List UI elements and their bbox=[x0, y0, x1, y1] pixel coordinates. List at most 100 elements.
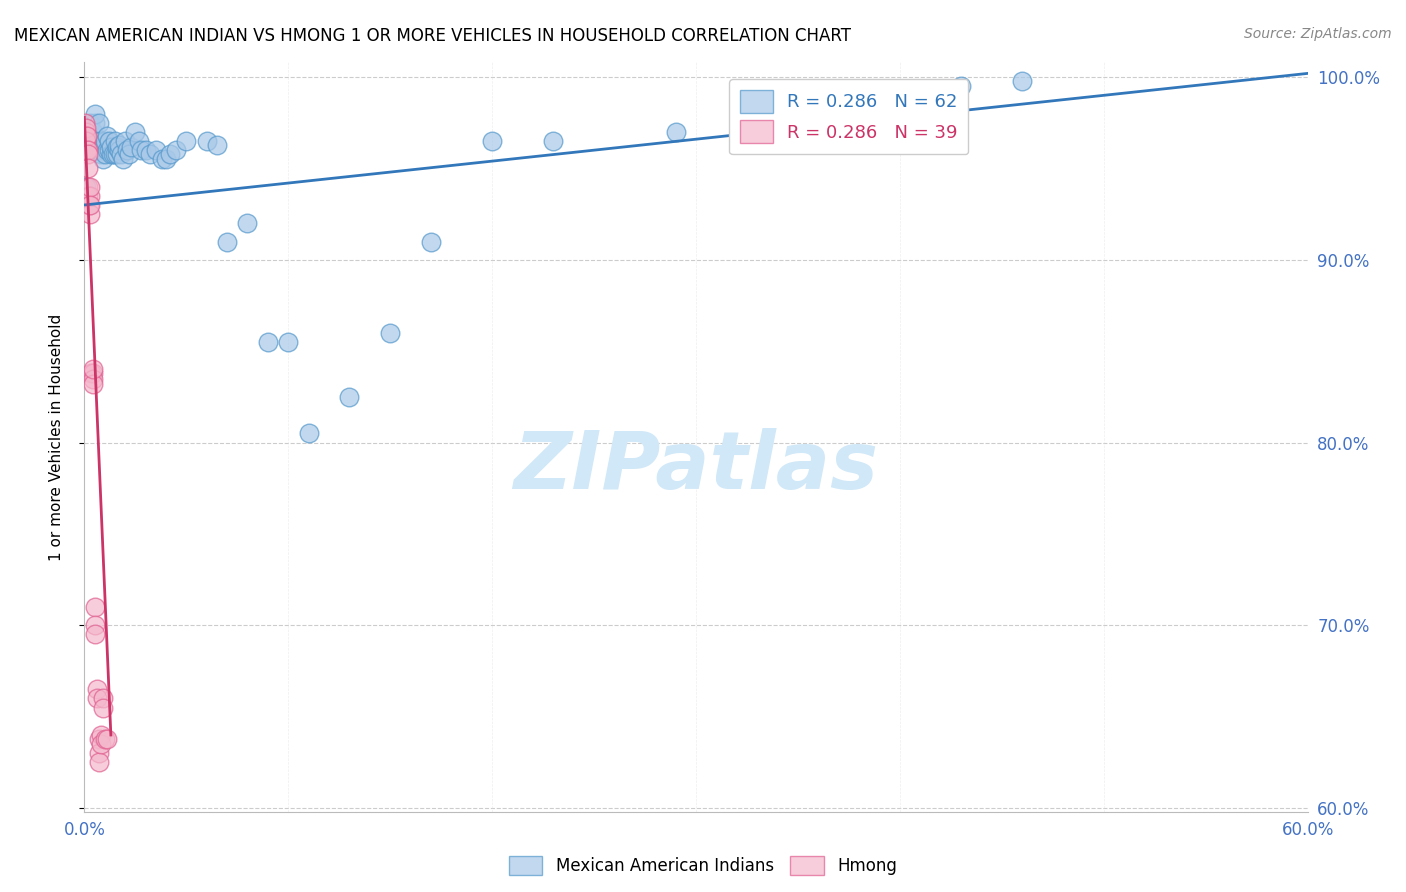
Point bbox=[138, 146, 160, 161]
Point bbox=[277, 334, 299, 349]
Point bbox=[100, 139, 122, 153]
Point bbox=[155, 153, 177, 167]
Point bbox=[105, 139, 128, 153]
Point bbox=[118, 146, 141, 161]
Point bbox=[90, 737, 112, 751]
Point bbox=[950, 79, 973, 94]
Point bbox=[83, 600, 105, 615]
Point bbox=[82, 125, 104, 139]
Point bbox=[145, 143, 167, 157]
Point bbox=[93, 731, 117, 746]
Point bbox=[77, 146, 100, 161]
Point bbox=[114, 134, 136, 148]
Point bbox=[380, 326, 402, 340]
Point bbox=[481, 134, 503, 148]
Point bbox=[97, 134, 120, 148]
Point bbox=[105, 146, 128, 161]
Point bbox=[79, 198, 101, 212]
Point bbox=[420, 235, 443, 249]
Point bbox=[91, 153, 114, 167]
Point bbox=[176, 134, 198, 148]
Point bbox=[1011, 73, 1033, 87]
Point bbox=[79, 207, 101, 221]
Point bbox=[82, 371, 104, 385]
Point bbox=[339, 390, 361, 404]
Text: MEXICAN AMERICAN INDIAN VS HMONG 1 OR MORE VEHICLES IN HOUSEHOLD CORRELATION CHA: MEXICAN AMERICAN INDIAN VS HMONG 1 OR MO… bbox=[14, 27, 851, 45]
Point bbox=[76, 128, 98, 143]
Point bbox=[82, 366, 104, 380]
Point bbox=[86, 691, 108, 706]
Point bbox=[77, 143, 100, 157]
Point bbox=[87, 731, 110, 746]
Point bbox=[86, 682, 108, 697]
Point bbox=[79, 179, 101, 194]
Point bbox=[77, 179, 100, 194]
Point bbox=[75, 125, 97, 139]
Point bbox=[75, 116, 97, 130]
Point bbox=[101, 146, 124, 161]
Point bbox=[128, 134, 150, 148]
Point bbox=[97, 143, 120, 157]
Point bbox=[96, 128, 118, 143]
Point bbox=[76, 143, 98, 157]
Point bbox=[131, 143, 153, 157]
Point bbox=[83, 106, 105, 120]
Point bbox=[83, 116, 105, 130]
Point bbox=[75, 143, 97, 157]
Point bbox=[150, 153, 173, 167]
Point bbox=[112, 153, 135, 167]
Point bbox=[87, 116, 110, 130]
Text: ZIPatlas: ZIPatlas bbox=[513, 428, 879, 506]
Point bbox=[93, 137, 117, 152]
Point bbox=[93, 134, 117, 148]
Point bbox=[82, 377, 104, 392]
Point bbox=[75, 179, 97, 194]
Point bbox=[115, 143, 138, 157]
Point bbox=[79, 116, 101, 130]
Point bbox=[86, 134, 108, 148]
Point bbox=[75, 128, 97, 143]
Point bbox=[159, 146, 181, 161]
Point bbox=[79, 198, 101, 212]
Y-axis label: 1 or more Vehicles in Household: 1 or more Vehicles in Household bbox=[49, 313, 63, 561]
Point bbox=[257, 334, 280, 349]
Point bbox=[110, 146, 132, 161]
Point bbox=[108, 137, 131, 152]
Point bbox=[82, 362, 104, 376]
Point bbox=[104, 134, 127, 148]
Point bbox=[787, 116, 810, 130]
Point bbox=[79, 189, 101, 203]
Point bbox=[93, 146, 117, 161]
Point bbox=[87, 143, 110, 157]
Point bbox=[77, 143, 100, 157]
Point bbox=[80, 366, 103, 380]
Point bbox=[96, 143, 118, 157]
Point bbox=[165, 143, 187, 157]
Point bbox=[75, 134, 97, 148]
Point bbox=[543, 134, 565, 148]
Point bbox=[90, 728, 112, 742]
Point bbox=[87, 746, 110, 760]
Point bbox=[217, 235, 239, 249]
Point bbox=[120, 139, 142, 153]
Point bbox=[108, 143, 131, 157]
Point bbox=[83, 627, 105, 641]
Point bbox=[665, 125, 688, 139]
Point bbox=[91, 691, 114, 706]
Legend: R = 0.286   N = 62, R = 0.286   N = 39: R = 0.286 N = 62, R = 0.286 N = 39 bbox=[730, 79, 969, 154]
Point bbox=[100, 146, 122, 161]
Point bbox=[91, 143, 114, 157]
Point bbox=[124, 125, 146, 139]
Point bbox=[195, 134, 218, 148]
Point bbox=[83, 618, 105, 632]
Point bbox=[96, 731, 118, 746]
Point bbox=[75, 121, 97, 136]
Point bbox=[75, 134, 97, 148]
Point bbox=[135, 143, 157, 157]
Point bbox=[90, 134, 112, 148]
Point bbox=[77, 161, 100, 176]
Point bbox=[90, 146, 112, 161]
Point bbox=[87, 756, 110, 770]
Point bbox=[91, 700, 114, 714]
Legend: Mexican American Indians, Hmong: Mexican American Indians, Hmong bbox=[502, 849, 904, 882]
